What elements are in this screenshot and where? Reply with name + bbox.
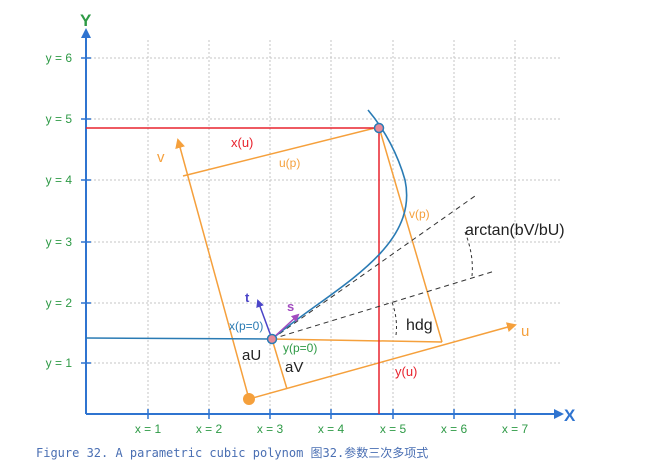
x-axis-label: X: [564, 406, 576, 425]
start-reference-line: [85, 337, 273, 340]
y-tick-label: y = 2: [46, 296, 73, 310]
arctan-label: arctan(bV/bU): [465, 222, 565, 239]
u-p-label: u(p): [279, 156, 300, 170]
s-label: s: [287, 299, 294, 314]
end-point: [373, 122, 385, 134]
x-tick-label: x = 3: [257, 422, 284, 436]
x-tick-labels: x = 1 x = 2 x = 3 x = 4 x = 5 x = 6 x = …: [135, 422, 529, 436]
arctan-line: [271, 195, 476, 340]
y-tick-labels: y = 1 y = 2 y = 3 y = 4 y = 5 y = 6: [46, 51, 73, 370]
local-uv-frame: [175, 126, 517, 400]
grid: [86, 40, 560, 414]
x-tick-label: x = 6: [441, 422, 468, 436]
hdg-arc: [391, 301, 397, 336]
x-p0-label: x(p=0): [229, 319, 263, 333]
local-origin-point: [243, 393, 255, 405]
start-point: [266, 333, 278, 345]
u-axis-line: [248, 322, 517, 400]
v-axis-label: v: [157, 149, 165, 166]
au-label: aU: [242, 347, 261, 364]
hdg-label: hdg: [406, 317, 433, 334]
angle-arcs: [391, 231, 473, 336]
s-vector: [271, 313, 300, 340]
dashed-lines: [271, 195, 496, 340]
t-label: t: [245, 290, 250, 305]
v-axis-line: [175, 138, 250, 400]
y-tick-label: y = 6: [46, 51, 73, 65]
parametric-cubic-diagram: X Y x = 1 x = 2 x = 3 x = 4 x = 5 x = 6 …: [46, 11, 576, 436]
y-tick-label: y = 1: [46, 356, 73, 370]
figure-caption: Figure 32. A parametric cubic polynom 图3…: [36, 446, 429, 460]
y-tick-label: y = 3: [46, 235, 73, 249]
x-tick-label: x = 2: [196, 422, 223, 436]
parametric-curve: [271, 109, 408, 340]
vp-frame-line: [378, 126, 443, 343]
projection-lines: [86, 127, 380, 414]
local-v-line: [271, 338, 288, 390]
y-axis-label: Y: [80, 11, 92, 30]
v-p-label: v(p): [409, 207, 430, 221]
u-axis-label: u: [521, 323, 529, 340]
y-tick-label: y = 5: [46, 112, 73, 126]
x-u-label: x(u): [231, 135, 253, 150]
av-label: aV: [285, 359, 303, 376]
y-u-label: y(u): [395, 364, 417, 379]
hdg-line: [271, 270, 496, 340]
up-frame-line: [182, 126, 380, 177]
x-tick-label: x = 7: [502, 422, 529, 436]
x-tick-label: x = 1: [135, 422, 162, 436]
y-tick-label: y = 4: [46, 173, 73, 187]
t-vector: [256, 299, 273, 340]
x-tick-label: x = 4: [318, 422, 345, 436]
y-p0-label: y(p=0): [283, 341, 317, 355]
local-u-line: [271, 338, 443, 343]
x-tick-label: x = 5: [380, 422, 407, 436]
